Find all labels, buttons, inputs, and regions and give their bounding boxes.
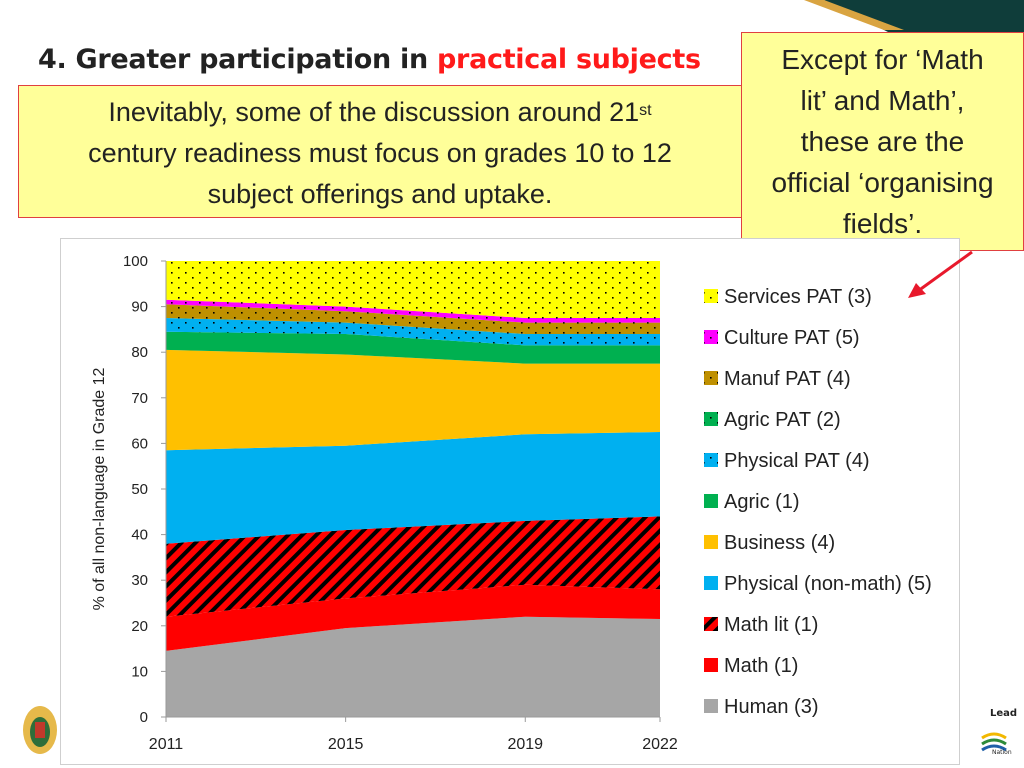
y-tick-label: 60	[131, 435, 148, 452]
x-tick-label: 2015	[328, 736, 364, 753]
area-series-culture-pat-5	[166, 299, 660, 323]
legend-label: Math lit (1)	[724, 614, 818, 636]
legend-swatch	[704, 617, 718, 631]
callout-arrow	[908, 250, 973, 298]
slide-title: 4. Greater participation in practical su…	[38, 44, 701, 75]
legend-swatch	[704, 658, 718, 672]
y-tick-label: 10	[131, 663, 148, 680]
y-tick-label: 40	[131, 527, 148, 544]
area-series-human-3	[166, 616, 660, 717]
legend-label: Manuf PAT (4)	[724, 368, 851, 390]
callout-line: lit’ and Math’,	[800, 85, 965, 116]
y-tick-label: 90	[131, 299, 148, 316]
intro-box: Inevitably, some of the discussion aroun…	[18, 85, 742, 218]
callout-line: these are the	[800, 126, 965, 157]
y-tick-label: 0	[140, 709, 148, 726]
footer-nation: Nation	[992, 749, 1012, 756]
callout-box: Except for ‘Math lit’ and Math’, these a…	[741, 32, 1024, 251]
title-highlight: practical subjects	[437, 44, 701, 75]
legend-label: Physical (non-math) (5)	[724, 573, 932, 595]
area-series-services-pat-3	[166, 261, 660, 318]
intro-text: Inevitably, some of the discussion aroun…	[19, 92, 741, 215]
area-series-physical-pat-4	[166, 318, 660, 346]
intro-superscript: st	[639, 102, 652, 119]
legend-label: Agric (1)	[724, 491, 800, 513]
intro-line-3: subject offerings and uptake.	[207, 179, 553, 209]
callout-line: Except for ‘Math	[781, 44, 984, 75]
callout-line: official ‘organising	[771, 167, 994, 198]
legend-swatch	[704, 453, 718, 467]
area-series-math-lit-1	[166, 516, 660, 617]
x-tick-label: 2019	[507, 736, 543, 753]
area-series-business-4	[166, 349, 660, 451]
legend-label: Agric PAT (2)	[724, 409, 841, 431]
legend-swatch	[704, 535, 718, 549]
legend-label: Culture PAT (5)	[724, 327, 860, 349]
y-tick-label: 50	[131, 481, 148, 498]
legend-swatch	[704, 412, 718, 426]
title-prefix: 4. Greater participation in	[38, 44, 438, 75]
x-tick-label: 2022	[642, 736, 678, 753]
legend-swatch	[704, 330, 718, 344]
y-tick-label: 30	[131, 572, 148, 589]
legend-label: Business (4)	[724, 532, 835, 554]
legend-swatch	[704, 289, 718, 303]
legend-label: Physical PAT (4)	[724, 450, 870, 472]
callout-line: fields’.	[842, 208, 923, 239]
y-tick-label: 20	[131, 618, 148, 635]
y-tick-label: 100	[123, 253, 148, 270]
area-series-agric-1	[166, 331, 660, 364]
x-tick-label: 2011	[149, 736, 184, 753]
intro-line-2: century readiness must focus on grades 1…	[88, 138, 672, 168]
y-axis-label: % of all non-language in Grade 12	[91, 367, 108, 610]
legend-swatch	[704, 494, 718, 508]
area-series-math-1	[166, 584, 660, 651]
intro-line-1: Inevitably, some of the discussion aroun…	[108, 97, 652, 127]
legend-swatch	[704, 576, 718, 590]
area-series-manuf-pat-4	[166, 304, 660, 334]
legend-label: Math (1)	[724, 655, 798, 677]
y-tick-label: 70	[131, 390, 148, 407]
y-tick-label: 80	[131, 344, 148, 361]
legend-label: Services PAT (3)	[724, 286, 872, 308]
brand-logo: Lead Nation	[981, 708, 1017, 756]
legend-label: Human (3)	[724, 696, 818, 718]
coat-of-arms-logo	[23, 706, 57, 754]
legend-swatch	[704, 699, 718, 713]
legend-swatch	[704, 371, 718, 385]
corner-decoration	[804, 0, 1024, 40]
area-series-physical-non-math-5	[166, 432, 660, 544]
footer-lead: Lead	[990, 708, 1017, 719]
